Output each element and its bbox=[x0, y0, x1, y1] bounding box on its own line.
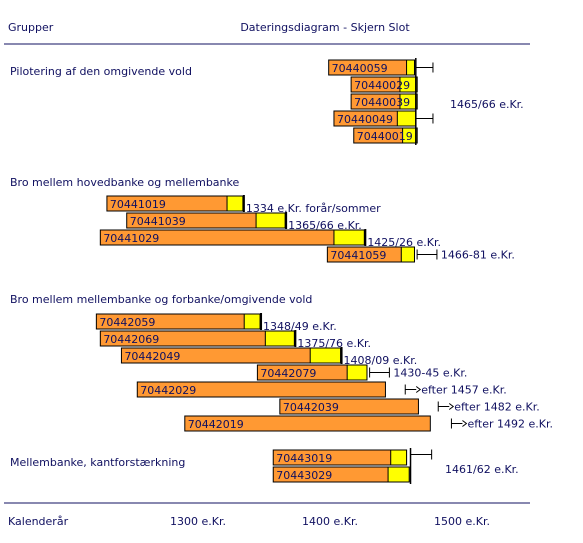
sapwood-bar bbox=[400, 246, 415, 263]
group-summary-label: 1461/62 e.Kr. bbox=[445, 463, 519, 476]
sapwood-bar bbox=[399, 93, 418, 110]
sample-id-label: 70441059 bbox=[330, 249, 386, 262]
group-label: Bro mellem mellembanke og forbanke/omgiv… bbox=[10, 293, 312, 306]
sample-bar-70442049: 70442049 1408/09 e.Kr. bbox=[120, 347, 418, 367]
sapwood-bar bbox=[333, 229, 365, 246]
sample-bar-70442019: 70442019 efter 1492 e.Kr. bbox=[184, 415, 553, 432]
sample-bar-70442059: 70442059 1348/49 e.Kr. bbox=[95, 313, 337, 333]
sapwood-bar bbox=[255, 212, 286, 229]
sample-bar-70440059: 70440059 bbox=[328, 59, 415, 76]
group-summary-label: 1465/66 e.Kr. bbox=[450, 98, 524, 111]
sample-bar-70440029: 70440029 bbox=[350, 76, 418, 93]
sample-id-label: 70440039 bbox=[354, 96, 410, 109]
sample-id-label: 70443019 bbox=[276, 452, 332, 465]
sample-id-label: 70441019 bbox=[110, 198, 166, 211]
group-3: Bro mellem mellembanke og forbanke/omgiv… bbox=[10, 293, 553, 432]
sapwood-bar bbox=[226, 195, 244, 212]
sample-dating-note: efter 1457 e.Kr. bbox=[421, 384, 507, 397]
group-summary: 1461/62 e.Kr. bbox=[409, 448, 519, 484]
sample-dating-note: efter 1492 e.Kr. bbox=[467, 418, 553, 431]
sapwood-bar bbox=[309, 347, 342, 364]
sapwood-bar bbox=[390, 449, 408, 466]
sapwood-bar bbox=[399, 76, 418, 93]
sample-dating-note: 1348/49 e.Kr. bbox=[263, 320, 337, 333]
sample-id-label: 70442039 bbox=[283, 401, 339, 414]
sample-id-label: 70442069 bbox=[103, 333, 159, 346]
sample-bar-70441029: 70441029 1425/26 e.Kr. bbox=[99, 229, 441, 249]
groups-header: Grupper bbox=[8, 21, 54, 34]
heartwood-bar bbox=[136, 381, 386, 398]
chart-footer: Kalenderår bbox=[4, 502, 530, 528]
chart-rows: Pilotering af den omgivende vold 70440059… bbox=[10, 58, 553, 484]
after-arrow-head bbox=[448, 403, 455, 410]
heartwood-bar bbox=[184, 415, 431, 432]
sample-bar-70441039: 70441039 1365/66 e.Kr. bbox=[126, 212, 362, 232]
sample-id-label: 70442029 bbox=[140, 384, 196, 397]
sample-id-label: 70440029 bbox=[354, 79, 410, 92]
group-4: Mellembanke, kantforstærkning 70443019 704… bbox=[10, 448, 519, 484]
sapwood-bar bbox=[406, 59, 415, 76]
sample-bar-70441019: 70441019 1334 e.Kr. forår/sommer bbox=[106, 195, 381, 215]
sample-id-label: 70442019 bbox=[188, 418, 244, 431]
x-tick-label: 1300 e.Kr. bbox=[170, 515, 226, 528]
group-2: Bro mellem hovedbanke og mellembanke 7044… bbox=[10, 176, 515, 263]
after-arrow-head bbox=[462, 420, 468, 427]
sample-bar-70440019: 70440019 bbox=[353, 127, 418, 144]
sample-bar-70443029: 70443029 bbox=[272, 466, 410, 483]
chart-title: Dateringsdiagram - Skjern Slot bbox=[240, 21, 410, 34]
sample-dating-note: 1466-81 e.Kr. bbox=[441, 249, 515, 262]
x-tick-label: 1400 e.Kr. bbox=[302, 515, 358, 528]
chart-header: Grupper Dateringsdiagram - Skjern Slot bbox=[4, 21, 530, 45]
sample-bar-70440049: 70440049 bbox=[333, 110, 417, 127]
group-label: Bro mellem hovedbanke og mellembanke bbox=[10, 176, 239, 189]
sample-id-label: 70440059 bbox=[332, 62, 388, 75]
sample-id-label: 70441039 bbox=[130, 215, 186, 228]
sample-id-label: 70443029 bbox=[276, 469, 332, 482]
sample-id-label: 70441029 bbox=[103, 232, 159, 245]
x-tick-label: 1500 e.Kr. bbox=[434, 515, 490, 528]
sample-dating-note: 1425/26 e.Kr. bbox=[367, 236, 441, 249]
sapwood-bar bbox=[264, 330, 295, 347]
sample-dating-note: 1365/66 e.Kr. bbox=[288, 219, 362, 232]
sample-bar-70442069: 70442069 1375/76 e.Kr. bbox=[99, 330, 371, 350]
after-arrow-head bbox=[415, 386, 422, 393]
sapwood-bar bbox=[387, 466, 410, 483]
sample-dating-note: 1375/76 e.Kr. bbox=[297, 337, 371, 350]
x-axis-label: Kalenderår bbox=[8, 515, 69, 528]
sapwood-bar bbox=[396, 110, 417, 127]
group-1: Pilotering af den omgivende vold 70440059… bbox=[10, 58, 524, 145]
sample-bar-70442079: 70442079 1430-45 e.Kr. bbox=[256, 364, 467, 381]
sapwood-bar bbox=[243, 313, 261, 330]
sample-dating-note: 1408/09 e.Kr. bbox=[344, 354, 418, 367]
group-label: Pilotering af den omgivende vold bbox=[10, 65, 192, 78]
heartwood-bar bbox=[279, 398, 419, 415]
sample-id-label: 70440049 bbox=[337, 113, 393, 126]
sample-dating-note: 1334 e.Kr. forår/sommer bbox=[246, 202, 381, 215]
x-axis-ticks: 1300 e.Kr. 1400 e.Kr. 1500 e.Kr. bbox=[170, 515, 490, 528]
sample-bar-70440039: 70440039 bbox=[350, 93, 418, 110]
sample-dating-note: efter 1482 e.Kr. bbox=[454, 401, 540, 414]
sapwood-bar bbox=[346, 364, 368, 381]
sample-id-label: 70442079 bbox=[260, 367, 316, 380]
sapwood-bar bbox=[402, 127, 418, 144]
sample-id-label: 70442059 bbox=[99, 316, 155, 329]
sample-bar-70442029: 70442029 efter 1457 e.Kr. bbox=[136, 381, 507, 398]
sample-id-label: 70440019 bbox=[357, 130, 413, 143]
sample-bar-70442039: 70442039 efter 1482 e.Kr. bbox=[279, 398, 540, 415]
group-summary: 1465/66 e.Kr. bbox=[415, 58, 524, 145]
sample-bar-70441059: 70441059 1466-81 e.Kr. bbox=[326, 246, 515, 263]
sample-bar-70443019: 70443019 bbox=[272, 449, 408, 466]
sample-dating-note: 1430-45 e.Kr. bbox=[393, 367, 467, 380]
sample-id-label: 70442049 bbox=[124, 350, 180, 363]
group-label: Mellembanke, kantforstærkning bbox=[10, 456, 185, 469]
